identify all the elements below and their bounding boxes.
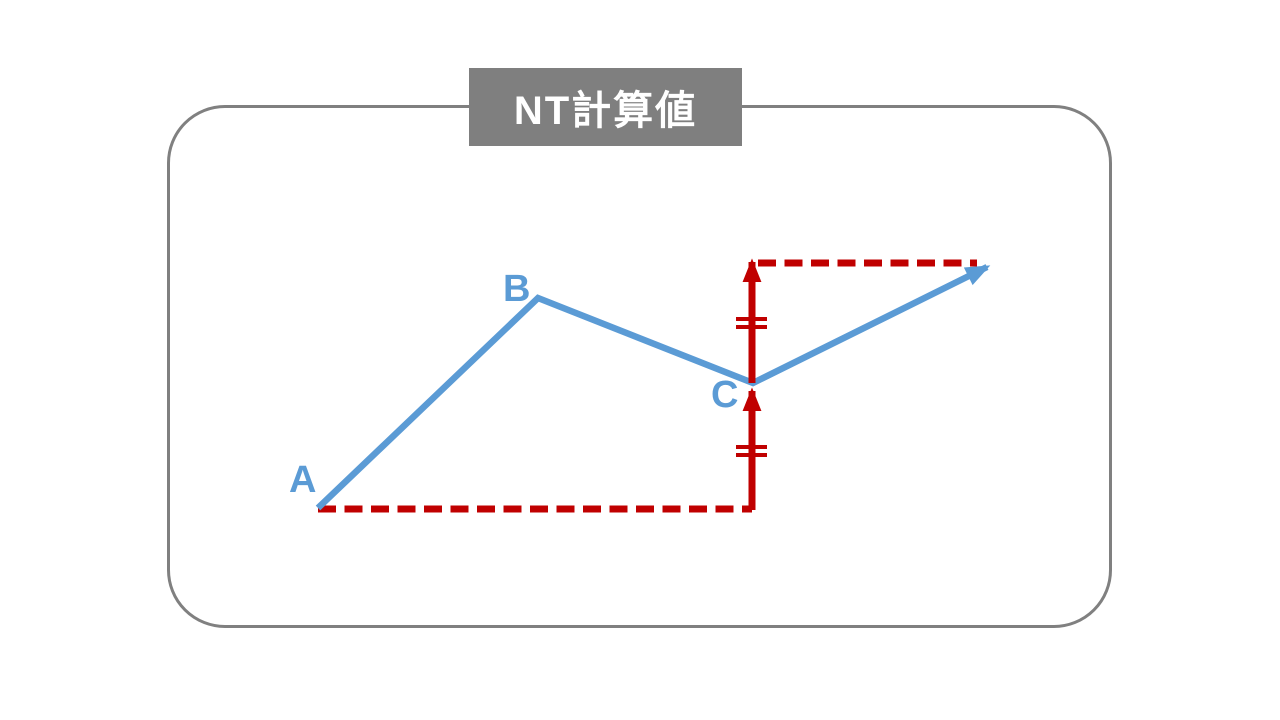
title-box: NT計算値: [469, 68, 742, 146]
blue-trend-line: [315, 264, 991, 511]
page-title: NT計算値: [513, 89, 698, 133]
point-label-a: A: [289, 459, 317, 501]
point-label-b: B: [503, 268, 531, 310]
point-label-c: C: [711, 374, 739, 416]
tick-marks-upper: [736, 317, 767, 329]
tick-marks-lower: [736, 445, 767, 457]
